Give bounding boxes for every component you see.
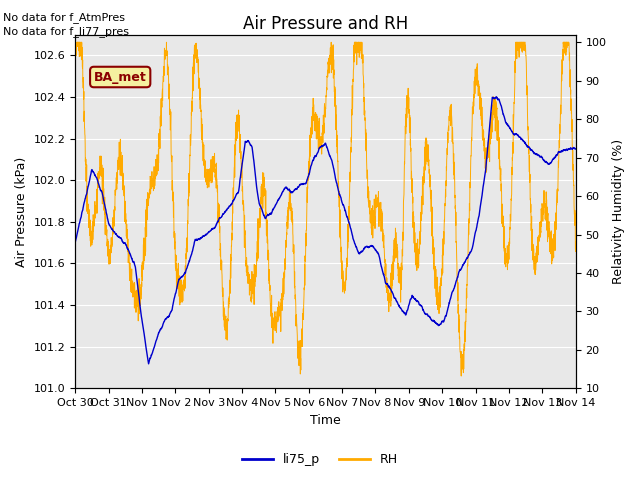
Y-axis label: Relativity Humidity (%): Relativity Humidity (%)	[612, 139, 625, 284]
Text: No data for f_li77_pres: No data for f_li77_pres	[3, 26, 129, 37]
Legend: li75_p, RH: li75_p, RH	[237, 448, 403, 471]
X-axis label: Time: Time	[310, 414, 341, 427]
Text: No data for f_AtmPres: No data for f_AtmPres	[3, 12, 125, 23]
Text: BA_met: BA_met	[94, 71, 147, 84]
Y-axis label: Air Pressure (kPa): Air Pressure (kPa)	[15, 156, 28, 266]
Title: Air Pressure and RH: Air Pressure and RH	[243, 15, 408, 33]
